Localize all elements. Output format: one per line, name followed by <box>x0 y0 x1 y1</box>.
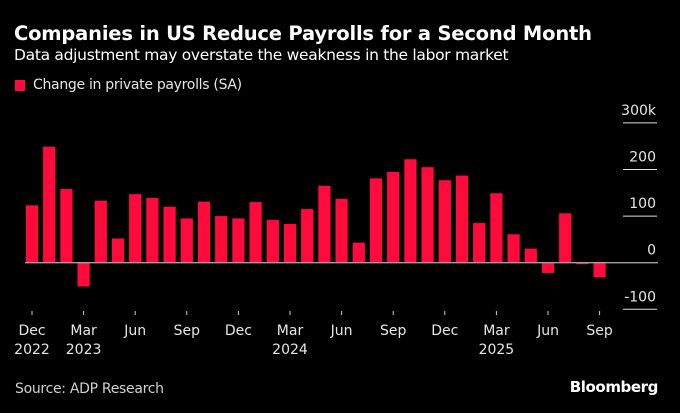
x-tick-label: Jun <box>536 323 559 339</box>
bar <box>335 198 348 263</box>
bar <box>180 218 193 263</box>
x-tick-year-label: 2023 <box>66 342 102 358</box>
bar <box>541 262 555 273</box>
x-tick-year-label: 2022 <box>14 342 50 358</box>
legend-label: Change in private payrolls (SA) <box>33 77 242 93</box>
bars <box>25 146 606 287</box>
bar <box>197 201 211 263</box>
x-tick-label: Mar <box>70 323 97 339</box>
bar <box>249 202 262 263</box>
bar <box>215 216 228 263</box>
bar <box>266 219 279 263</box>
bar <box>369 178 383 263</box>
bar <box>421 167 434 263</box>
bar <box>232 218 245 263</box>
x-tick-label: Mar <box>483 323 510 339</box>
bar <box>163 206 176 263</box>
y-tick-label: -100 <box>624 289 656 305</box>
x-tick-label: Dec <box>431 323 458 339</box>
x-tick-year-label: 2024 <box>272 342 308 358</box>
bar <box>404 159 417 263</box>
bar <box>524 248 537 263</box>
y-tick-label: 200 <box>629 150 656 166</box>
bar <box>490 193 503 263</box>
legend-swatch <box>15 79 25 91</box>
x-tick-label: Jun <box>330 323 353 339</box>
bar <box>387 171 400 263</box>
y-tick-label: 100 <box>629 196 656 212</box>
bar <box>473 223 486 263</box>
bar <box>60 189 73 263</box>
chart-title: Companies in US Reduce Payrolls for a Se… <box>14 22 592 45</box>
bar <box>455 175 469 263</box>
bar <box>94 200 107 263</box>
legend: Change in private payrolls (SA) <box>15 77 242 93</box>
x-tick-label: Dec <box>18 323 45 339</box>
x-axis-labels: Dec 2022 Mar 2023 Jun Sep Dec Mar 2024 Jun Sep Dec M… <box>14 311 613 358</box>
bar <box>507 234 520 263</box>
y-tick-label: 0 <box>647 243 656 259</box>
bar <box>301 209 314 263</box>
y-tick-label: 300k <box>621 103 657 119</box>
y-axis-labels: 300k 200 100 0 -100 <box>621 103 657 305</box>
bar <box>352 242 365 263</box>
bar <box>559 213 572 263</box>
bar <box>576 262 589 265</box>
bar <box>318 185 331 263</box>
source-note: Source: ADP Research <box>15 381 164 397</box>
x-tick-label: Sep <box>586 323 613 339</box>
bar <box>129 194 142 263</box>
x-tick-label: Jun <box>123 323 146 339</box>
gridlines <box>623 122 657 310</box>
bar <box>77 262 90 287</box>
bar <box>43 146 56 263</box>
chart-subtitle: Data adjustment may overstate the weakne… <box>14 46 509 64</box>
x-tick-label: Dec <box>225 323 252 339</box>
bar <box>438 180 451 263</box>
bar <box>283 224 297 263</box>
x-tick-label: Sep <box>174 323 201 339</box>
bar <box>111 238 125 263</box>
bar <box>25 205 39 263</box>
x-tick-year-label: 2025 <box>479 342 515 358</box>
x-tick-label: Mar <box>277 323 304 339</box>
bar <box>146 197 159 263</box>
bloomberg-logo: Bloomberg <box>569 378 659 396</box>
bar <box>593 262 606 278</box>
x-tick-label: Sep <box>380 323 407 339</box>
